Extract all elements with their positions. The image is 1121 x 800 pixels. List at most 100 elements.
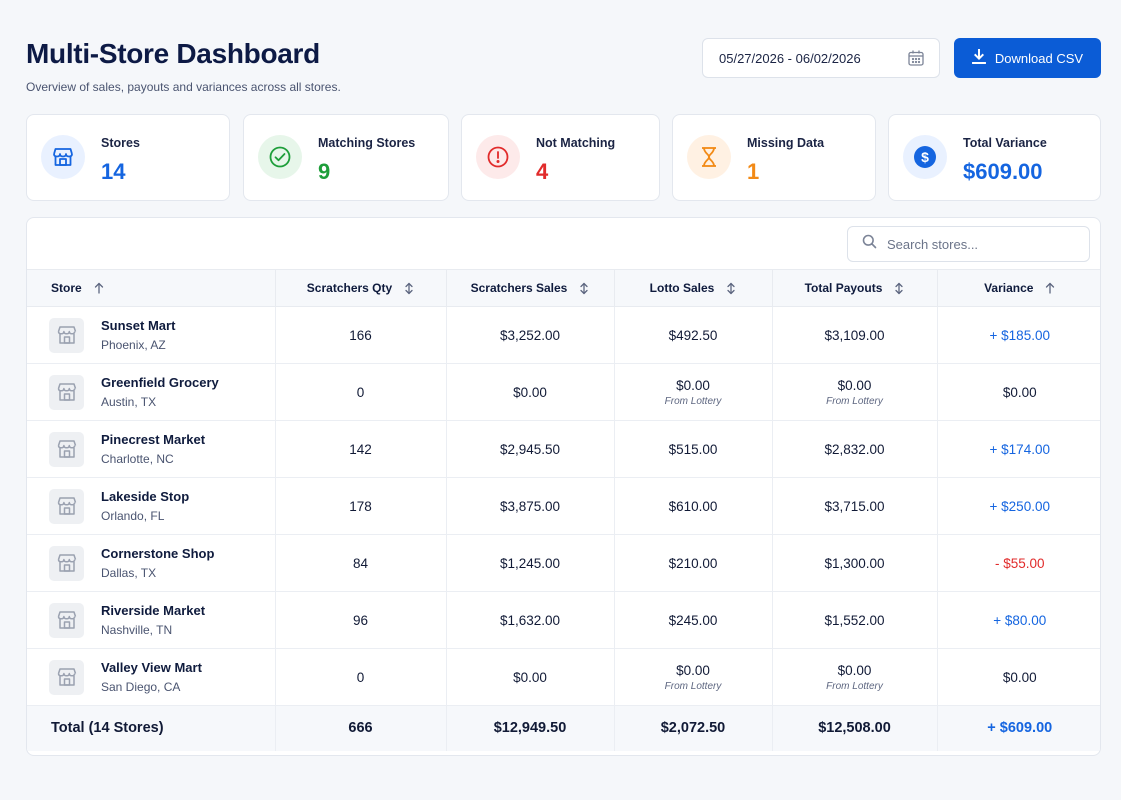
- total-payouts-value: $3,109.00: [824, 327, 885, 343]
- total-payouts-note: From Lottery: [826, 395, 883, 407]
- scratchers-sales-cell: $1,245.00: [445, 534, 614, 592]
- column-header-scratchers-qty[interactable]: Scratchers Qty: [274, 269, 446, 307]
- total-payouts-value: $1,552.00: [824, 612, 885, 628]
- store-thumbnail-icon: [49, 602, 84, 638]
- table-row[interactable]: Sunset Mart Phoenix, AZ 166 $3,252.00 $492.5…: [27, 306, 1100, 364]
- column-header-total-payouts[interactable]: Total Payouts: [771, 269, 937, 307]
- lotto-sales-cell: $515.00: [613, 420, 772, 478]
- lotto-sales-value: $0.00: [676, 377, 710, 393]
- stat-value: 4: [536, 159, 549, 184]
- column-header-store[interactable]: Store: [27, 269, 275, 307]
- calendar-icon: [907, 49, 925, 67]
- table-total-row: Total (14 Stores) 666 $12,949.50 $2,072.…: [27, 705, 1100, 751]
- column-header-lotto-sales[interactable]: Lotto Sales: [613, 269, 772, 307]
- total-payouts-value: $1,300.00: [824, 555, 885, 571]
- total-payouts-cell: $3,109.00: [771, 306, 937, 364]
- hourglass-icon: [687, 135, 731, 179]
- lotto-sales-cell: $610.00: [613, 477, 772, 535]
- date-range-picker[interactable]: 05/27/2026 - 06/02/2026: [702, 38, 940, 78]
- store-location: Orlando, FL: [101, 509, 165, 523]
- stat-label: Total Variance: [963, 136, 1047, 150]
- store-thumbnail-icon: [49, 374, 84, 410]
- store-thumbnail-icon: [49, 431, 84, 467]
- sort-asc-icon: [94, 282, 104, 294]
- total-payouts-value: $0.00: [837, 377, 872, 393]
- total-payouts: $12,508.00: [771, 705, 937, 751]
- page-title: Multi-Store Dashboard: [26, 38, 320, 69]
- store-name[interactable]: Lakeside Stop: [101, 489, 190, 504]
- store-location: San Diego, CA: [101, 680, 181, 694]
- table-row[interactable]: Greenfield Grocery Austin, TX 0 $0.00 $0.00 F…: [27, 363, 1100, 421]
- stat-label: Not Matching: [536, 136, 616, 150]
- total-payouts-value: $3,715.00: [824, 498, 885, 514]
- column-header-scratchers-sales[interactable]: Scratchers Sales: [445, 269, 614, 307]
- store-name[interactable]: Greenfield Grocery: [101, 375, 219, 390]
- table-row[interactable]: Lakeside Stop Orlando, FL 178 $3,875.00 $610…: [27, 477, 1100, 535]
- store-name[interactable]: Valley View Mart: [101, 660, 202, 675]
- store-cell: Pinecrest Market Charlotte, NC: [27, 420, 275, 478]
- total-payouts-note: From Lottery: [826, 680, 883, 692]
- lotto-sales-value: $245.00: [668, 612, 718, 628]
- column-label: Store: [51, 281, 82, 295]
- store-cell: Valley View Mart San Diego, CA: [27, 648, 275, 706]
- scratchers-sales-cell: $3,875.00: [445, 477, 614, 535]
- svg-text:$: $: [921, 149, 929, 165]
- variance-cell: + $80.00: [936, 591, 1100, 649]
- variance-cell: + $185.00: [936, 306, 1100, 364]
- search-icon: [862, 234, 877, 254]
- lotto-sales-cell: $0.00 From Lottery: [613, 648, 772, 706]
- scratchers-sales-cell: $3,252.00: [445, 306, 614, 364]
- scratchers-qty-cell: 96: [274, 591, 446, 649]
- store-location: Phoenix, AZ: [101, 338, 166, 352]
- scratchers-qty-cell: 166: [274, 306, 446, 364]
- page-subtitle: Overview of sales, payouts and variances…: [26, 80, 341, 94]
- store-location: Dallas, TX: [101, 566, 157, 580]
- total-scratchers-sales: $12,949.50: [445, 705, 614, 751]
- dollar-icon: $: [903, 135, 947, 179]
- sort-icon: [894, 282, 904, 295]
- lotto-sales-value: $515.00: [668, 441, 718, 457]
- total-payouts-value: $0.00: [837, 662, 872, 678]
- store-cell: Cornerstone Shop Dallas, TX: [27, 534, 275, 592]
- stat-value: 1: [747, 159, 760, 184]
- page-header: Multi-Store Dashboard Overview of sales,…: [26, 38, 1101, 98]
- download-icon: [971, 49, 986, 67]
- stat-value: $609.00: [963, 159, 1043, 184]
- store-cell: Riverside Market Nashville, TN: [27, 591, 275, 649]
- store-thumbnail-icon: [49, 659, 84, 695]
- lotto-sales-cell: $210.00: [613, 534, 772, 592]
- total-payouts-cell: $2,832.00: [771, 420, 937, 478]
- check-circle-icon: [258, 135, 302, 179]
- table-row[interactable]: Valley View Mart San Diego, CA 0 $0.00 $0.00…: [27, 648, 1100, 706]
- table-row[interactable]: Riverside Market Nashville, TN 96 $1,632.00…: [27, 591, 1100, 649]
- stat-card-matching: Matching Stores 9: [243, 114, 449, 201]
- column-label: Scratchers Sales: [470, 281, 568, 295]
- search-input[interactable]: [887, 236, 1077, 252]
- variance-cell: $0.00: [936, 363, 1100, 421]
- table-row[interactable]: Cornerstone Shop Dallas, TX 84 $1,245.00 $21…: [27, 534, 1100, 592]
- download-csv-button[interactable]: Download CSV: [954, 38, 1101, 78]
- store-name[interactable]: Pinecrest Market: [101, 432, 206, 447]
- scratchers-qty-cell: 0: [274, 648, 446, 706]
- table-row[interactable]: Pinecrest Market Charlotte, NC 142 $2,945.5…: [27, 420, 1100, 478]
- lotto-sales-note: From Lottery: [664, 680, 722, 692]
- total-label: Total (14 Stores): [51, 720, 164, 737]
- download-csv-label: Download CSV: [994, 50, 1084, 66]
- stat-label: Matching Stores: [318, 136, 416, 150]
- column-header-variance[interactable]: Variance: [936, 269, 1100, 307]
- scratchers-qty-cell: 0: [274, 363, 446, 421]
- store-name[interactable]: Cornerstone Shop: [101, 546, 215, 561]
- stat-value: 14: [101, 159, 126, 184]
- total-payouts-cell: $3,715.00: [771, 477, 937, 535]
- sort-icon: [726, 282, 736, 295]
- store-name[interactable]: Riverside Market: [101, 603, 206, 618]
- store-cell: Lakeside Stop Orlando, FL: [27, 477, 275, 535]
- search-box[interactable]: [847, 226, 1090, 262]
- scratchers-sales-cell: $1,632.00: [445, 591, 614, 649]
- store-name[interactable]: Sunset Mart: [101, 318, 176, 333]
- variance-cell: + $174.00: [936, 420, 1100, 478]
- total-payouts-cell: $0.00 From Lottery: [771, 363, 937, 421]
- store-location: Austin, TX: [101, 395, 157, 409]
- scratchers-sales-cell: $2,945.50: [445, 420, 614, 478]
